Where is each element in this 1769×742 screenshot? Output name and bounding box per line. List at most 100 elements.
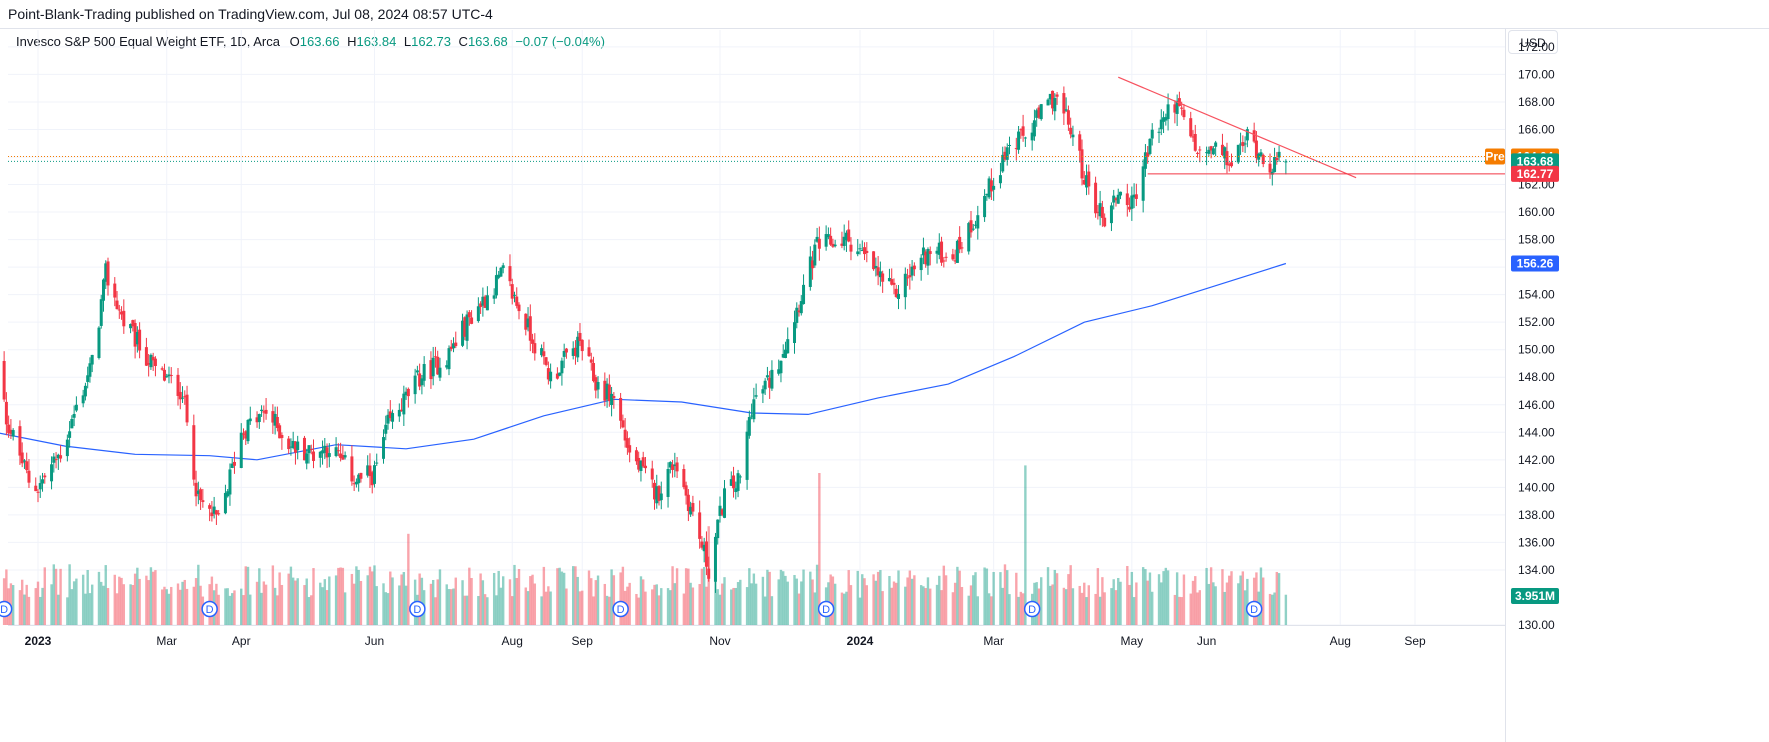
volume-bar: [1069, 565, 1072, 625]
candle-body: [625, 438, 629, 448]
dividend-marker[interactable]: D: [817, 600, 835, 618]
candle-body: [375, 462, 379, 464]
candle-body: [483, 296, 487, 308]
volume-bar: [642, 579, 645, 625]
volume-bar: [1071, 588, 1075, 625]
candle-body: [366, 465, 370, 476]
candle-body: [104, 263, 108, 282]
candle-body: [1259, 152, 1263, 157]
candle-body: [512, 294, 516, 296]
volume-bar: [874, 580, 878, 625]
time-axis[interactable]: 2023 Mar Apr Jun Aug Sep Nov 2024 Mar May Jun Aug Se…: [25, 634, 1426, 648]
candle-body: [675, 462, 679, 472]
candle-body: [824, 234, 828, 247]
candle-body: [386, 414, 390, 424]
volume-bar: [1094, 593, 1097, 625]
candle-body: [1254, 140, 1258, 159]
volume-bar: [687, 568, 690, 625]
volume-bar: [97, 571, 101, 625]
candle-body: [339, 453, 343, 458]
candle-body: [908, 275, 912, 278]
volume-bar: [888, 575, 891, 625]
volume-bar: [800, 581, 803, 625]
dividend-marker[interactable]: D: [1245, 600, 1263, 618]
candle-body: [1245, 129, 1249, 141]
volume-bar: [1160, 582, 1163, 625]
candle-body: [1261, 154, 1265, 165]
time-tick-label: Jun: [365, 634, 384, 648]
candle-body: [562, 350, 566, 357]
volume-bar: [280, 584, 284, 625]
volume-bar: [1243, 590, 1247, 625]
volume-bar: [81, 574, 85, 625]
volume-bar: [1017, 596, 1020, 625]
candle-body: [214, 510, 218, 515]
volume-bar: [341, 567, 345, 625]
candle-body: [22, 460, 26, 462]
price-axis[interactable]: 130.00 134.00 136.00 138.00 140.00 142.00 144.…: [1518, 40, 1555, 632]
price-tag: 156.26: [1511, 255, 1559, 272]
candle-body: [90, 354, 94, 365]
high-key: H: [347, 34, 357, 49]
price-tick-label: 170.00: [1518, 67, 1555, 81]
currency-button[interactable]: USD: [1508, 30, 1558, 54]
volume-bar: [1144, 569, 1147, 625]
dividend-marker[interactable]: D: [0, 600, 13, 618]
candle-body: [352, 483, 356, 485]
volume-bar: [450, 589, 453, 625]
volume-bar: [730, 589, 733, 625]
dividend-marker[interactable]: D: [409, 600, 426, 618]
price-tick-label: 152.00: [1518, 315, 1555, 329]
volume-bar: [233, 590, 236, 625]
price-tick-label: 136.00: [1518, 535, 1555, 549]
dividend-marker[interactable]: D: [1023, 600, 1041, 618]
candle-body: [960, 247, 964, 249]
price-tick-label: 146.00: [1518, 398, 1555, 412]
volume-bar: [454, 577, 457, 625]
volume-bar: [170, 586, 173, 625]
candle-body: [655, 486, 659, 504]
candle-body: [935, 250, 939, 254]
candle-body: [485, 295, 489, 311]
candle-body: [99, 299, 103, 326]
volume-bar: [400, 574, 403, 625]
candle-body: [921, 247, 925, 256]
volume-bar: [1114, 590, 1118, 625]
volume-bar: [673, 583, 677, 625]
dividend-label: D: [206, 604, 214, 616]
candle-body: [248, 418, 252, 422]
volume-bar: [1194, 576, 1197, 625]
candle-body: [1008, 144, 1012, 147]
candle-body: [1273, 157, 1277, 173]
candle-body: [120, 311, 124, 315]
dividend-marker[interactable]: D: [201, 600, 218, 618]
volume-bar: [581, 590, 584, 625]
volume-bar: [829, 574, 832, 625]
volume-bar: [296, 578, 299, 625]
candle-body: [517, 304, 521, 312]
volume-bar: [1212, 582, 1215, 625]
candle-body: [637, 457, 641, 470]
drawn-lines[interactable]: [8, 76, 1505, 179]
symbol-title[interactable]: Invesco S&P 500 Equal Weight ETF, 1D, Ar…: [16, 34, 280, 49]
dividend-marker[interactable]: D: [612, 600, 629, 618]
volume-bar: [118, 576, 121, 625]
volume-bar: [863, 578, 866, 625]
candle-body: [4, 401, 8, 425]
candle-body: [1094, 182, 1098, 214]
volume-bar: [1198, 590, 1201, 625]
candle-body: [987, 178, 991, 198]
volume-bar: [793, 575, 796, 625]
time-tick-label: Mar: [156, 634, 177, 648]
volume-bar: [702, 567, 706, 625]
candle-body: [732, 475, 736, 489]
volume-bar: [246, 566, 250, 625]
candle-body: [1182, 109, 1186, 118]
time-tick-label: Aug: [1330, 634, 1351, 648]
candle-body: [1270, 171, 1274, 175]
candle-body: [1132, 194, 1136, 198]
candle-body: [117, 309, 121, 311]
volume-bar: [1271, 594, 1274, 625]
